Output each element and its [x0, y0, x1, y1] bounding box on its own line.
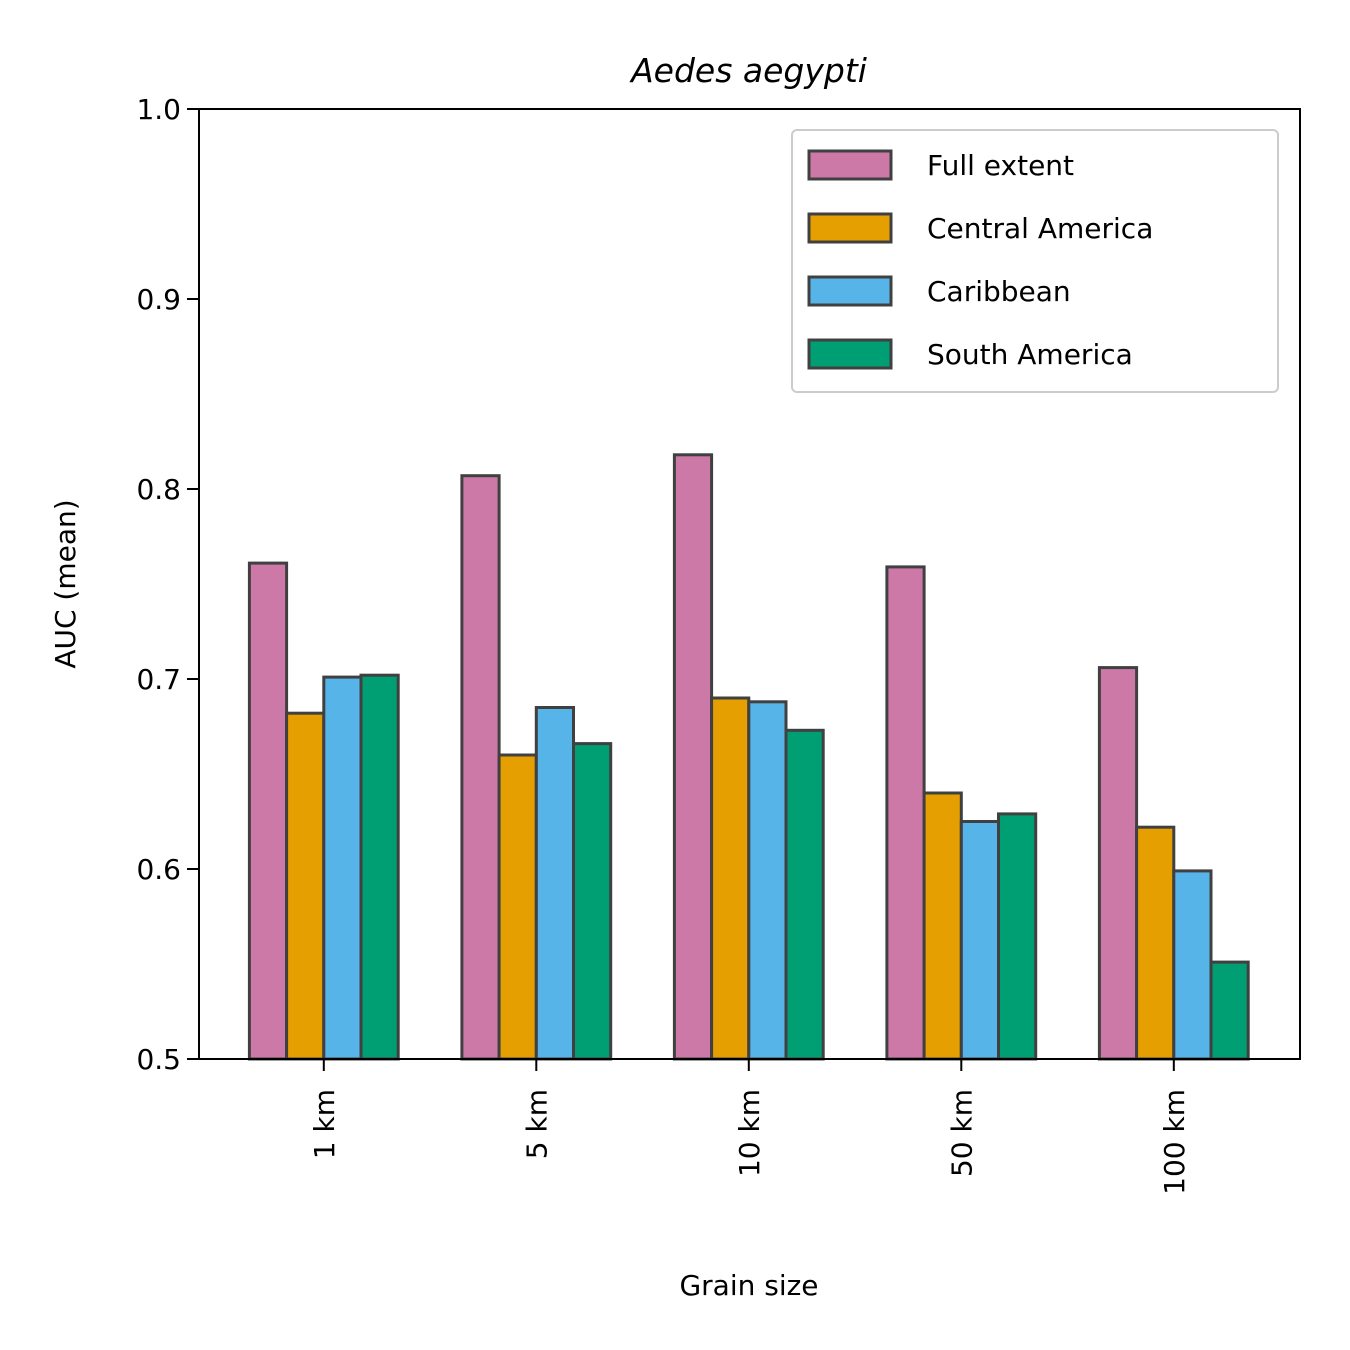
y-tick-label: 0.6	[136, 853, 181, 886]
bar-central-america-1km	[285, 711, 326, 1061]
bar-full-extent-5km	[460, 474, 501, 1061]
bar-south-america-10km	[784, 728, 825, 1061]
x-axis: 1 km 5 km 10 km 50 km 100 km	[308, 1059, 1191, 1195]
legend-label: Full extent	[927, 149, 1074, 182]
bars-group	[247, 453, 1250, 1061]
legend: Full extent Central America Caribbean South…	[791, 129, 1279, 393]
legend-frame	[791, 129, 1279, 393]
x-tick-label: 1 km	[308, 1089, 341, 1159]
y-axis-label: AUC (mean)	[49, 499, 82, 668]
bar-caribbean-50km	[959, 820, 1000, 1061]
x-axis-label: Grain size	[679, 1269, 818, 1302]
x-tick-label: 50 km	[945, 1089, 978, 1177]
y-tick-label: 0.7	[136, 663, 181, 696]
legend-label: Central America	[927, 212, 1153, 245]
y-axis: 0.5 0.6 0.7 0.8 0.9 1.0	[136, 93, 199, 1076]
bar-full-extent-100km	[1097, 666, 1139, 1061]
bar-central-america-100km	[1135, 825, 1176, 1061]
legend-label: South America	[927, 338, 1133, 371]
bar-south-america-1km	[359, 673, 400, 1061]
legend-swatch	[807, 338, 893, 370]
bar-full-extent-1km	[247, 561, 289, 1061]
y-tick-label: 1.0	[136, 93, 181, 126]
bar-south-america-100km	[1209, 960, 1250, 1061]
y-tick-label: 0.9	[136, 283, 181, 316]
bar-caribbean-100km	[1172, 869, 1213, 1061]
bar-south-america-50km	[997, 812, 1038, 1061]
legend-label: Caribbean	[927, 275, 1071, 308]
chart-title: Aedes aegypti	[629, 51, 867, 90]
legend-swatch	[807, 275, 893, 307]
bar-caribbean-5km	[534, 706, 575, 1061]
y-tick-label: 0.5	[136, 1043, 181, 1076]
legend-swatch	[807, 149, 893, 181]
legend-swatch	[807, 212, 893, 244]
x-tick-label: 10 km	[733, 1089, 766, 1177]
bar-central-america-50km	[922, 791, 963, 1061]
bar-full-extent-50km	[885, 565, 926, 1061]
bar-full-extent-10km	[672, 453, 714, 1061]
x-tick-label: 5 km	[520, 1089, 553, 1159]
bar-central-america-5km	[497, 753, 538, 1061]
bar-caribbean-10km	[747, 700, 788, 1061]
bar-central-america-10km	[710, 696, 751, 1061]
x-tick-label: 100 km	[1158, 1089, 1191, 1195]
bar-south-america-5km	[572, 742, 613, 1061]
bar-caribbean-1km	[322, 675, 363, 1061]
y-tick-label: 0.8	[136, 473, 181, 506]
